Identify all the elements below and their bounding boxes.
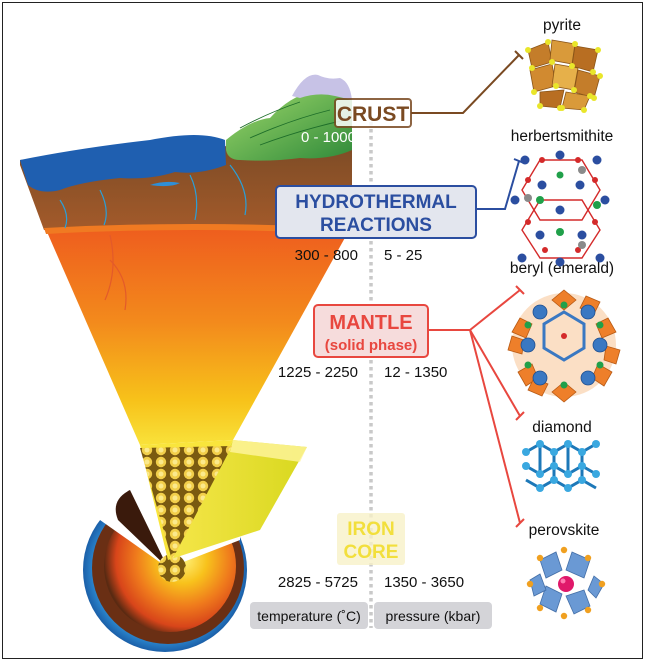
- hydrothermal-title-line1: HYDROTHERMAL: [295, 192, 457, 213]
- core-title-line2: CORE: [344, 542, 399, 563]
- crust-pressure: 0 - 12: [386, 129, 424, 146]
- mineral-label-perovskite: perovskite: [529, 522, 600, 539]
- legend-pressure: pressure (kbar): [386, 608, 481, 624]
- mineral-label-diamond: diamond: [532, 419, 591, 436]
- core-title-line1: IRON: [347, 519, 395, 540]
- legend-temperature: temperature (˚C): [257, 608, 360, 624]
- mineral-label-beryl: beryl (emerald): [510, 260, 614, 277]
- herbertsmithite-crystal-image: [510, 150, 610, 267]
- mantle-title-line2: (solid phase): [325, 337, 418, 354]
- crust-layer: [20, 74, 352, 234]
- core-label-box: IRON CORE: [337, 513, 405, 565]
- crust-title: CRUST: [337, 103, 410, 126]
- mineral-label-herbertsmithite: herbertsmithite: [511, 128, 614, 145]
- mantle-label-box: MANTLE (solid phase): [313, 304, 429, 358]
- hydrothermal-pressure: 5 - 25: [384, 247, 422, 264]
- connector-lines: [411, 50, 525, 528]
- crust-temperature: 0 - 1000: [301, 129, 356, 146]
- axis-legend: temperature (˚C) pressure (kbar): [250, 602, 492, 629]
- beryl-crystal-image: [507, 289, 621, 403]
- mantle-title-line1: MANTLE: [329, 312, 412, 334]
- crust-label-box: CRUST: [334, 98, 412, 128]
- core-temperature: 2825 - 5725: [278, 574, 358, 591]
- mantle-temperature: 1225 - 2250: [278, 364, 358, 381]
- mantle-pressure: 12 - 1350: [384, 364, 447, 381]
- hydrothermal-label-box: HYDROTHERMAL REACTIONS: [275, 185, 477, 239]
- core-pressure: 1350 - 3650: [384, 574, 464, 591]
- hydrothermal-temperature: 300 - 800: [295, 247, 358, 264]
- pyrite-crystal-image: [525, 39, 603, 113]
- diamond-crystal-image: [522, 440, 600, 492]
- earth-wedge: [44, 221, 352, 560]
- mineral-label-pyrite: pyrite: [543, 17, 581, 34]
- hydrothermal-title-line2: REACTIONS: [320, 215, 432, 236]
- perovskite-crystal-image: [526, 546, 606, 620]
